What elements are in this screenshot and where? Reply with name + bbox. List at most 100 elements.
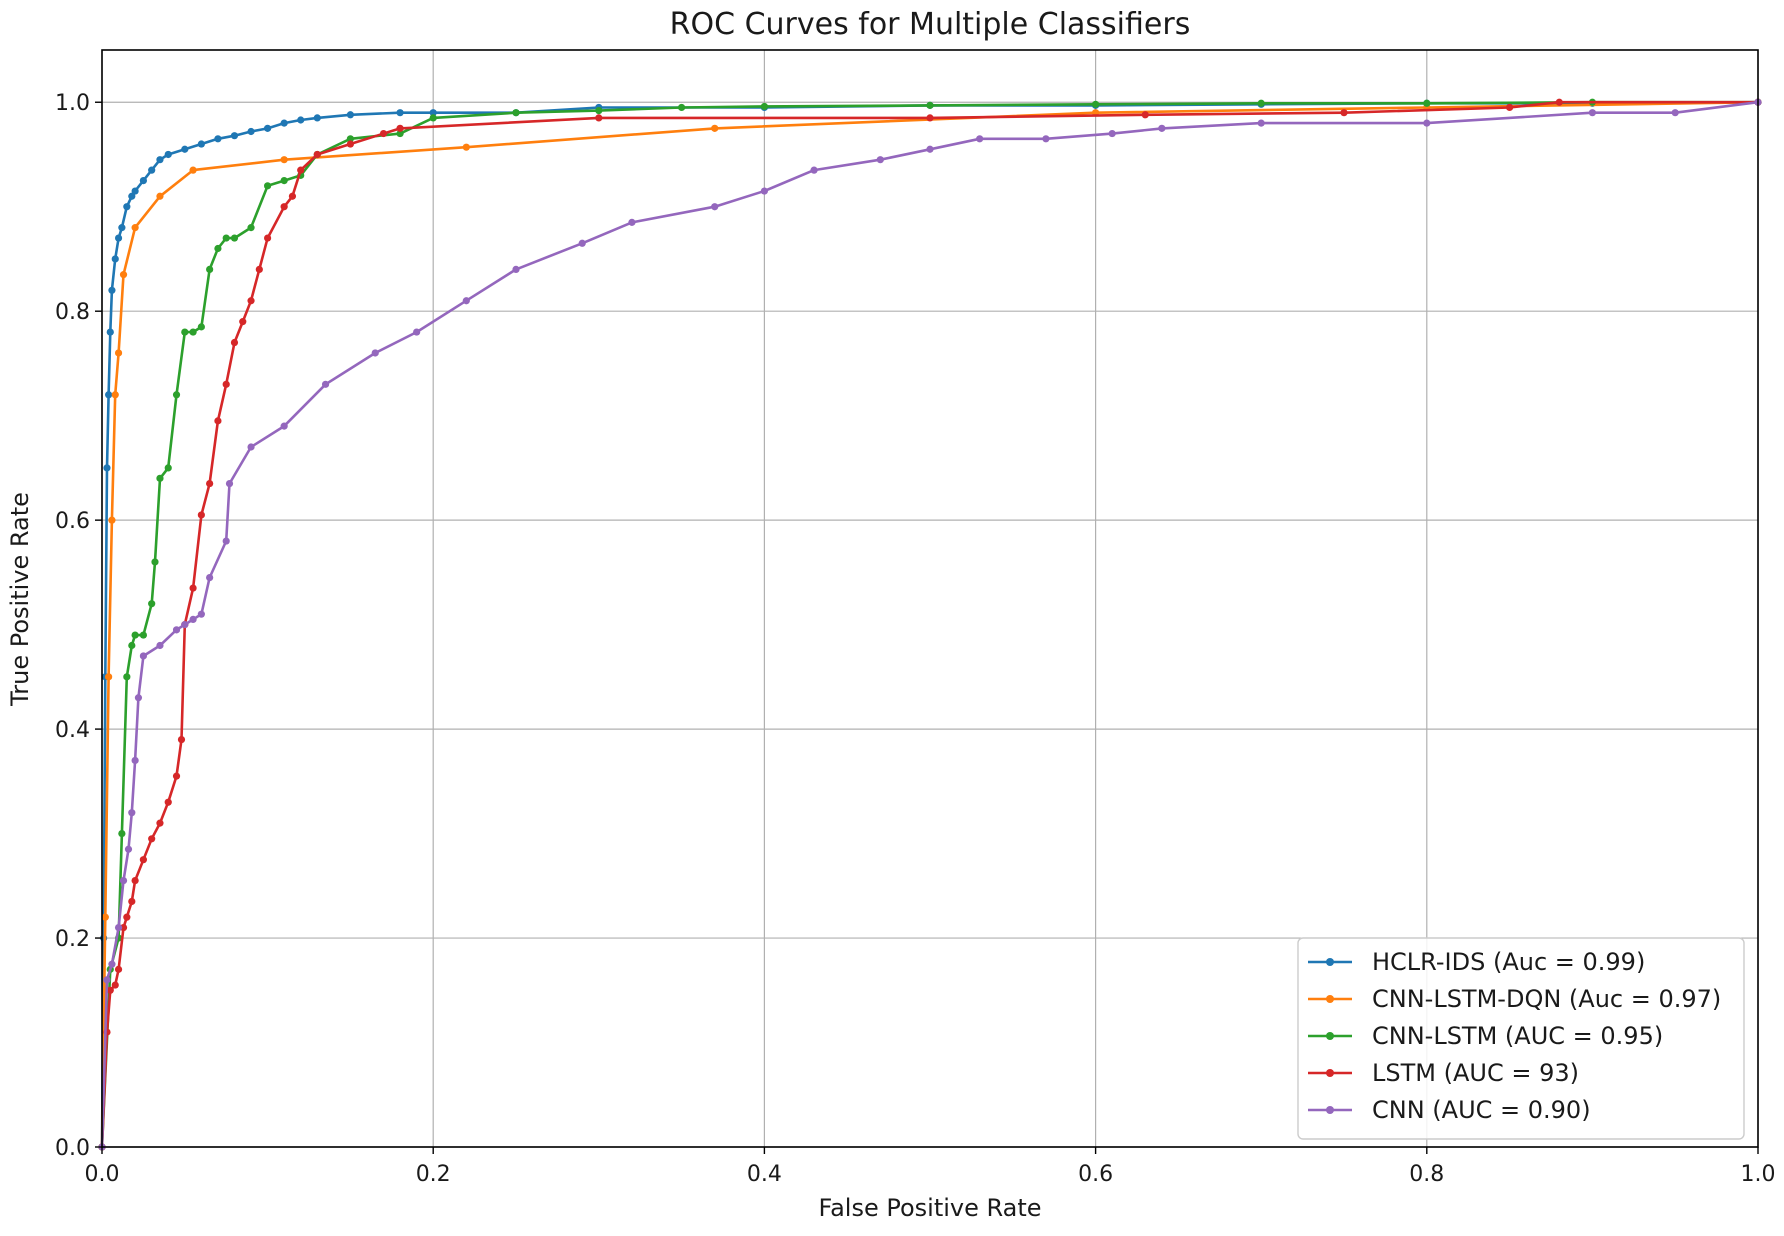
y-tick-label: 0.2: [55, 927, 90, 952]
series-point: [139, 176, 147, 185]
axis-ticks: 0.0 0.2 0.4 0.6 0.8 1.0 0.0 0.2 0.4 0.6 0.8 1.0: [55, 91, 1776, 1187]
series-point: [134, 694, 143, 702]
series-point: [429, 114, 437, 122]
series-point: [103, 976, 111, 984]
series-point: [131, 224, 139, 232]
series-point: [128, 192, 136, 200]
series-point: [108, 516, 116, 524]
series-point: [214, 417, 222, 425]
series-point: [189, 584, 197, 592]
series-point: [280, 156, 288, 164]
x-tick-label: 0.4: [747, 1162, 782, 1187]
series-point: [111, 255, 119, 263]
legend-label: LSTM (AUC = 93): [1372, 1059, 1579, 1087]
plot-frame: [101, 49, 1759, 1148]
series-point: [103, 464, 111, 472]
series-point: [313, 114, 321, 122]
series-point: [1158, 124, 1166, 132]
series-point: [1257, 99, 1265, 107]
series-point: [760, 187, 769, 195]
legend-box: [1297, 937, 1745, 1140]
series-point: [1092, 100, 1100, 108]
series-point: [429, 109, 437, 117]
series-point: [230, 234, 239, 242]
series-point: [124, 845, 133, 853]
series-2: [98, 98, 1762, 1151]
series-point: [119, 876, 128, 885]
series-point: [462, 143, 470, 151]
series-point: [206, 574, 214, 582]
legend-item: CNN-LSTM-DQN (Auc = 0.97): [1308, 985, 1721, 1013]
series-point: [189, 328, 197, 336]
series-point: [156, 474, 164, 482]
series-point: [247, 297, 255, 305]
series-point: [206, 479, 214, 488]
series-point: [247, 224, 255, 232]
series-point: [128, 641, 136, 650]
series-point: [148, 835, 156, 843]
series-point: [105, 391, 113, 399]
series-point: [106, 328, 114, 336]
series-4: [98, 98, 1762, 1151]
legend-marker: [1326, 1106, 1334, 1114]
series-point: [148, 166, 156, 174]
series-point: [131, 876, 139, 885]
series-layer: [98, 98, 1762, 1151]
series-point: [297, 116, 305, 124]
series-point: [595, 114, 603, 122]
series-line: [100, 100, 1758, 1148]
series-point: [264, 234, 272, 242]
series-point: [396, 129, 404, 138]
series-point: [131, 187, 139, 195]
series-line: [100, 100, 1759, 1148]
series-point: [1423, 119, 1431, 127]
series-point: [1108, 129, 1116, 138]
series-point: [105, 673, 113, 681]
series-point: [239, 318, 247, 326]
series-point: [810, 166, 818, 174]
series-point: [123, 673, 131, 681]
series-point: [222, 537, 230, 545]
series-point: [128, 897, 136, 906]
series-point: [164, 464, 172, 472]
series-point: [255, 265, 263, 273]
legend-item: CNN-LSTM (AUC = 0.95): [1308, 1022, 1663, 1050]
x-tick-label: 0.0: [85, 1162, 120, 1187]
series-point: [156, 641, 164, 650]
series-point: [119, 271, 128, 279]
series-point: [280, 422, 288, 430]
series-point: [462, 297, 470, 305]
series-point: [156, 819, 164, 827]
series-point: [156, 192, 164, 200]
series-point: [118, 224, 126, 232]
series-point: [197, 610, 205, 618]
series-point: [926, 145, 934, 153]
series-point: [181, 621, 189, 629]
series-point: [156, 156, 164, 164]
series-point: [346, 135, 354, 143]
series-point: [164, 150, 172, 159]
y-tick-label: 0.0: [55, 1136, 90, 1161]
series-point: [181, 328, 189, 336]
series-point: [114, 965, 123, 973]
series-point: [379, 129, 388, 138]
series-point: [1042, 135, 1050, 143]
series-point: [108, 286, 116, 294]
legend-marker: [1326, 1069, 1334, 1077]
legend-label: CNN-LSTM-DQN (Auc = 0.97): [1372, 985, 1721, 1013]
series-point: [222, 380, 230, 388]
series-point: [189, 615, 197, 623]
series-point: [151, 558, 159, 566]
series-point: [114, 349, 123, 357]
series-point: [346, 140, 354, 148]
series-point: [108, 960, 116, 968]
series-point: [214, 135, 222, 143]
series-point: [111, 981, 119, 989]
series-point: [926, 101, 934, 109]
series-point: [264, 124, 272, 132]
series-point: [760, 102, 769, 111]
series-point: [172, 626, 181, 634]
series-point: [280, 176, 288, 185]
series-point: [214, 244, 222, 253]
series-point: [926, 114, 934, 122]
